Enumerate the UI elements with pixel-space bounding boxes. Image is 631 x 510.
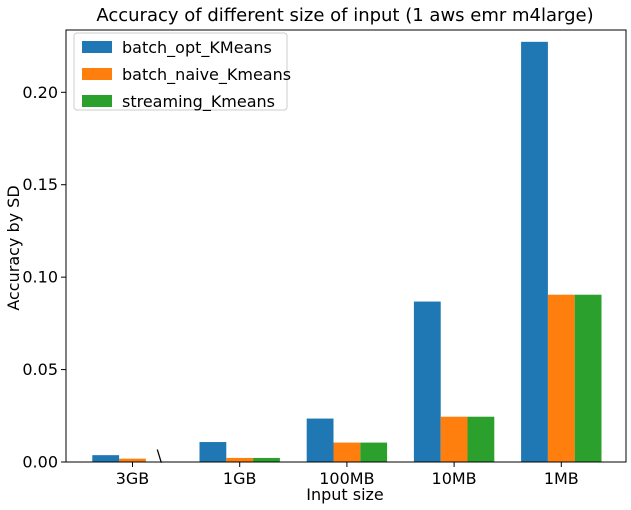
- y-tick-label-2: 0.10: [22, 268, 58, 287]
- bar-streaming-kmeans-1mb: [574, 294, 602, 462]
- y-tick-label-4: 0.20: [22, 83, 58, 102]
- x-tick-label-10mb: 10MB: [432, 469, 477, 488]
- legend-swatch-batch-opt-kmeans: [82, 41, 112, 53]
- y-axis-label: Accuracy by SD: [4, 185, 23, 310]
- bar-batch-naive-kmeans-3gb: [119, 458, 146, 462]
- legend-label-streaming-kmeans: streaming_Kmeans: [122, 92, 275, 112]
- x-tick-label-1mb: 1MB: [544, 469, 579, 488]
- annotation-1: \: [157, 446, 163, 465]
- bar-streaming-kmeans-10mb: [467, 416, 495, 462]
- legend: batch_opt_KMeans batch_naive_Kmeansstream…: [73, 32, 291, 112]
- chart-title: Accuracy of different size of input (1 a…: [96, 5, 593, 26]
- legend-swatch-streaming-kmeans: [82, 95, 112, 107]
- legend-box: [73, 32, 288, 111]
- bar-batch-opt-kmeans-1mb: [521, 41, 548, 462]
- axes-group: 0.00 0.05 0.10 0.15 0.20 3GB 1GB 100MB 10MB 1MB: [22, 29, 627, 488]
- bar-batch-opt-kmeans-3gb: [92, 455, 120, 462]
- bar-streaming-kmeans-1gb: [253, 457, 280, 462]
- x-tick-label-1gb: 1GB: [223, 469, 257, 488]
- bar-batch-opt-kmeans-100mb: [306, 418, 334, 462]
- bar-batch-naive-kmeans-100mb: [333, 442, 361, 462]
- bar-streaming-kmeans-100mb: [360, 442, 388, 462]
- annotations-group: \: [157, 446, 163, 465]
- y-tick-label-3: 0.15: [22, 175, 58, 194]
- bar-batch-opt-kmeans-10mb: [413, 301, 441, 462]
- bar-batch-opt-kmeans-1gb: [199, 442, 227, 462]
- plot-frame: [65, 29, 627, 463]
- x-tick-label-3gb: 3GB: [116, 469, 150, 488]
- legend-label-batch-naive-kmeans: batch_naive_Kmeans: [122, 65, 291, 85]
- x-axis-label: Input size: [306, 485, 384, 504]
- bar-batch-naive-kmeans-1gb: [226, 457, 254, 462]
- bars-group: [92, 41, 602, 462]
- y-tick-label-1: 0.05: [22, 360, 58, 379]
- legend-swatch-batch-naive-kmeans: [82, 68, 112, 80]
- y-tick-label-0: 0.00: [22, 453, 58, 472]
- x-tick-label-100mb: 100MB: [319, 469, 374, 488]
- legend-label-batch-opt-kmeans: batch_opt_KMeans: [122, 38, 272, 58]
- bar-batch-naive-kmeans-10mb: [440, 416, 468, 462]
- bar-batch-naive-kmeans-1mb: [547, 294, 575, 462]
